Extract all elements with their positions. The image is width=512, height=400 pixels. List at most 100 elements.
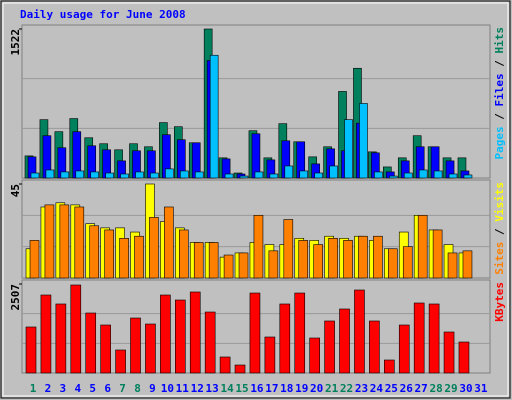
x-tick-label: 28 [429,382,442,395]
legend: Pages / Files / Hits [493,27,506,160]
bar [149,217,159,279]
x-tick-label: 27 [415,382,428,395]
bar [70,284,82,374]
bar [74,206,85,279]
bar [134,235,144,279]
bar [100,324,111,374]
bar [104,229,114,279]
x-tick-label: 31 [474,382,488,395]
bar [254,171,264,179]
bar [253,215,264,279]
bar [85,312,97,374]
bar [249,292,261,374]
x-tick-label: 15 [235,382,248,395]
y-tick-label: 2507 [9,284,22,311]
bar [119,238,129,279]
bar [238,252,249,279]
x-tick-label: 30 [459,382,472,395]
x-tick-label: 29 [444,382,457,395]
bar [402,246,413,279]
bar [204,311,216,374]
bar [413,302,425,374]
x-tick-label: 17 [265,382,278,395]
bar [433,170,443,179]
bar [29,240,40,279]
bar [179,229,189,279]
x-tick-label: 13 [206,382,219,395]
bar [145,323,156,374]
bar [25,326,37,374]
bar [294,292,306,374]
bar [160,294,171,374]
bar [194,171,204,179]
x-tick-label: 2 [45,382,52,395]
bar [359,103,368,179]
bar [463,174,473,179]
bar [180,170,189,179]
x-tick-label: 12 [191,382,204,395]
bar [239,175,249,179]
x-tick-label: 20 [310,382,323,395]
y-tick-label: 45 [9,184,22,197]
bar [447,252,458,279]
bar [164,206,174,279]
bar [417,215,428,279]
bar [60,171,70,179]
legend-entry: KBytes [493,282,506,322]
bar [328,238,338,279]
bar [458,341,470,374]
inner-frame [2,2,509,397]
bar [283,219,294,279]
bar [55,303,67,374]
legend-separator: / [493,107,506,127]
bar [284,165,294,179]
bar [428,303,440,374]
bar [343,240,353,279]
bar [193,242,204,279]
x-tick-label: 6 [104,382,111,395]
bar [44,204,55,279]
bar [314,172,323,179]
bar [209,54,219,179]
legend-entry: Files [493,73,506,106]
bar [251,133,261,179]
bar [189,291,201,374]
bar [45,169,55,179]
bar [432,229,443,279]
bar [30,172,40,179]
x-tick-label: 19 [295,382,308,395]
bar [40,294,52,374]
bar [344,119,353,179]
x-tick-label: 16 [250,382,264,395]
bar [115,349,126,374]
chart-title: Daily usage for June 2008 [20,8,186,21]
x-tick-label: 25 [385,382,398,395]
bar [313,244,323,279]
x-tick-label: 7 [119,382,126,395]
x-tick-label: 22 [340,382,353,395]
x-tick-label: 3 [60,382,67,395]
legend-entry: Sites [493,242,506,275]
bar [130,317,141,374]
bar [324,320,335,374]
legend-entry: Hits [493,27,506,54]
bar [329,165,338,179]
legend-separator: / [493,222,506,242]
bar [120,173,129,179]
x-tick-label: 23 [355,382,368,395]
x-tick-label: 4 [74,382,81,395]
bar [448,173,458,179]
bar [309,337,320,374]
bar [374,171,383,179]
bar [358,235,368,279]
x-tick-label: 10 [161,382,174,395]
bar [90,171,100,179]
x-tick-label: 1 [30,382,37,395]
legend-separator: / [493,54,506,74]
bar [339,308,350,374]
bar [224,173,234,179]
bar [269,173,279,179]
